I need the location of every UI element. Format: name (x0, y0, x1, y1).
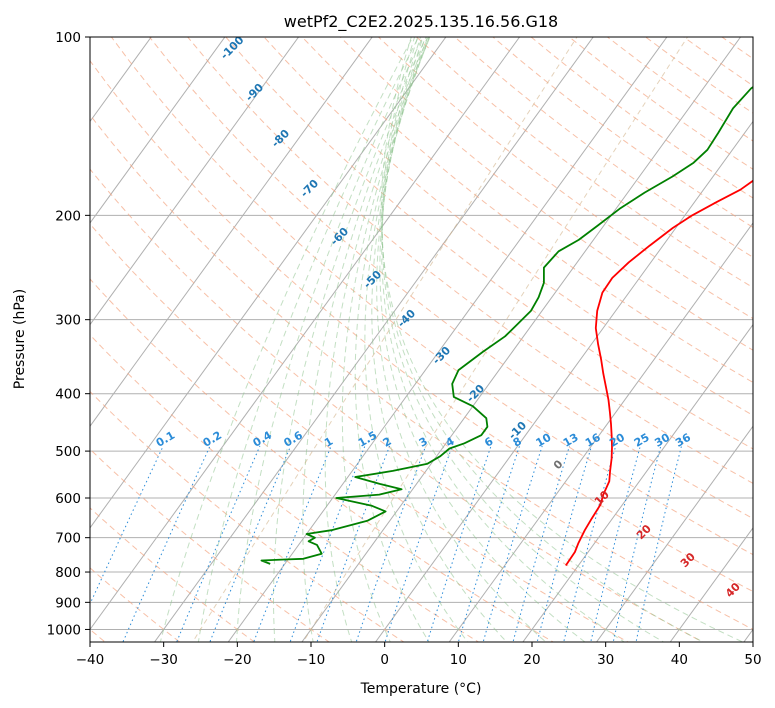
y-axis-label: Pressure (hPa) (12, 289, 28, 389)
x-tick-label: 10 (450, 652, 467, 668)
isotherm-line (90, 37, 226, 224)
moist-adiabat (371, 37, 508, 642)
x-tick-label: −10 (297, 652, 326, 668)
series-group (260, 85, 753, 567)
plot-frame (89, 36, 754, 643)
x-axis-label: Temperature (°C) (360, 681, 482, 697)
moist-adiabat (381, 37, 626, 642)
series-line-1 (260, 85, 753, 565)
moist-adiabat (324, 37, 430, 642)
mixing-ratio-line (176, 445, 261, 642)
dry-adiabat (90, 448, 331, 642)
y-tick-label: 800 (55, 565, 81, 581)
isotherm-line (90, 37, 152, 123)
plot-background (90, 37, 753, 642)
y-tick-label: 900 (55, 595, 81, 611)
dry-adiabat (90, 114, 753, 630)
moist-adiabat (341, 37, 431, 642)
isotherm-line (669, 526, 753, 642)
y-tick-label: 1000 (47, 622, 81, 638)
mixing-ratio-line (457, 445, 521, 642)
mixing-ratio-line (209, 445, 292, 642)
x-tick-label: −30 (149, 652, 178, 668)
guide-curve (302, 37, 688, 642)
moist-adiabat (302, 37, 429, 642)
isotherm-line (374, 120, 753, 642)
x-tick-label: 40 (671, 652, 688, 668)
isotherm-line (448, 222, 753, 642)
x-tick-label: −40 (76, 652, 105, 668)
y-tick-label: 100 (55, 30, 81, 46)
moist-adiabat (273, 37, 427, 642)
series-line-0 (565, 179, 753, 567)
y-tick-label: 200 (55, 208, 81, 224)
dry-adiabat (90, 507, 256, 642)
moist-adiabat (381, 37, 665, 642)
moist-adiabat (364, 37, 469, 642)
isotherm-line (301, 37, 742, 642)
moist-adiabat (354, 37, 431, 642)
x-tick-label: 50 (744, 652, 761, 668)
x-tick-label: 20 (523, 652, 540, 668)
y-tick-label: 500 (55, 444, 81, 460)
y-tick-label: 600 (55, 491, 81, 507)
mixing-ratio-line (563, 445, 617, 642)
moist-adiabat (379, 37, 586, 642)
mixing-ratio-line (426, 445, 492, 642)
isotherm-line (90, 37, 300, 326)
isotherm-line (153, 37, 594, 642)
mixing-ratio-line (122, 445, 211, 642)
moist-adiabat (197, 37, 419, 642)
x-tick-label: 0 (380, 652, 389, 668)
dry-adiabat (110, 37, 753, 556)
dry-adiabat (90, 59, 753, 593)
mixing-ratio-line (590, 445, 641, 642)
moist-adiabat (235, 37, 424, 642)
dry-adiabat (90, 168, 704, 642)
isotherm-line (90, 37, 521, 631)
guide-curve (192, 37, 578, 642)
mixing-ratio-line (635, 445, 682, 642)
y-tick-label: 400 (55, 387, 81, 403)
axis-ticks: −40 −30 −20 −10 0 10 20 30 40 50 1000 900 800 700 600 5… (47, 30, 762, 668)
y-tick-label: 300 (55, 313, 81, 329)
moist-adiabat (376, 37, 547, 642)
isotherm-line (227, 37, 668, 642)
dry-adiabat (90, 223, 629, 642)
mixing-ratio-line (90, 445, 164, 606)
isotherm-line (90, 37, 373, 428)
isotherm-line (595, 425, 753, 642)
dry-adiabat (760, 37, 775, 654)
y-tick-label: 700 (55, 531, 81, 547)
dry-adiabat (90, 278, 555, 642)
mixing-ratio-line (253, 445, 332, 642)
mixing-ratio-line (536, 445, 593, 642)
x-tick-label: −20 (223, 652, 252, 668)
mixing-ratio-line (512, 445, 570, 642)
x-tick-label: 30 (597, 652, 614, 668)
dry-adiabat (263, 37, 753, 416)
isotherm-line (522, 323, 753, 642)
moist-adiabat (380, 37, 744, 642)
chart-title: wetPf2_C2E2.2025.135.16.56.G18 (284, 12, 558, 32)
mixing-ratio-line (612, 445, 662, 642)
background-lines (90, 37, 775, 654)
moist-adiabat (159, 37, 414, 642)
isotherm-line (90, 37, 447, 529)
